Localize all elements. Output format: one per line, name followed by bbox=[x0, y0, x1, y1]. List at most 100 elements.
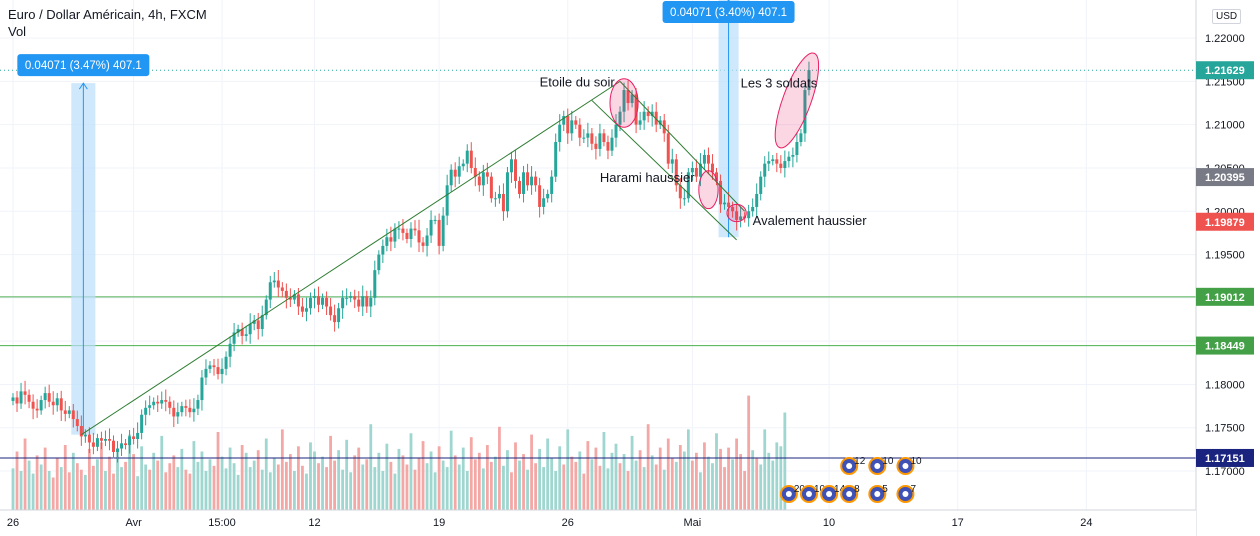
volume-bar bbox=[59, 467, 63, 510]
candle-body bbox=[413, 228, 417, 231]
candle-body bbox=[654, 111, 658, 125]
hline-price-label[interactable]: 1.19012 bbox=[1205, 292, 1245, 304]
candle-body bbox=[276, 280, 280, 288]
candle-body bbox=[168, 401, 172, 408]
candle-body bbox=[501, 193, 505, 212]
volume-bar bbox=[100, 442, 103, 510]
candle-body bbox=[67, 410, 71, 414]
volume-bar bbox=[622, 454, 626, 510]
pattern-ellipse[interactable] bbox=[609, 78, 639, 128]
hline-price-label-bg bbox=[1196, 336, 1254, 355]
volume-bar bbox=[686, 429, 690, 510]
volume-bar bbox=[389, 461, 393, 510]
volume-bar bbox=[538, 448, 542, 510]
candle-body bbox=[682, 198, 686, 200]
volume-bar bbox=[232, 463, 236, 510]
candle-body bbox=[538, 185, 542, 207]
pattern-ellipses[interactable] bbox=[609, 48, 828, 223]
chart-header: Euro / Dollar Américain, 4h, FXCM Vol bbox=[8, 6, 207, 40]
trend-line[interactable] bbox=[619, 81, 746, 212]
candle-body bbox=[630, 94, 634, 104]
candle-body bbox=[248, 323, 252, 335]
volume-bar bbox=[763, 429, 767, 510]
candle-body bbox=[534, 176, 538, 186]
volume-bar bbox=[707, 456, 710, 510]
pattern-ellipse[interactable] bbox=[698, 170, 719, 210]
measure-tools[interactable]: 0.04071 (3.47%) 407.1 0.04071 (3.40%) 407… bbox=[17, 0, 795, 435]
volume-bar bbox=[31, 473, 35, 510]
candle-body bbox=[429, 219, 433, 236]
volume-bar bbox=[345, 439, 349, 510]
volume-bar bbox=[510, 472, 513, 510]
candle-body bbox=[87, 434, 91, 443]
candle-body bbox=[546, 193, 550, 199]
candle-body bbox=[759, 176, 763, 194]
volume-bar bbox=[71, 452, 75, 510]
volume-bar bbox=[39, 464, 43, 510]
event-count: 10 bbox=[814, 484, 826, 495]
pattern-annotations: Etoile du soir Harami haussier Avalement h… bbox=[540, 75, 868, 229]
price-label[interactable]: 1.19879 bbox=[1205, 217, 1245, 229]
volume-bar bbox=[550, 458, 554, 510]
symbol-title[interactable]: Euro / Dollar Américain, 4h, FXCM bbox=[8, 7, 207, 22]
volume-bar bbox=[413, 469, 417, 510]
volume-bar bbox=[449, 430, 453, 510]
volume-bar bbox=[321, 456, 324, 510]
candle-body bbox=[646, 111, 650, 117]
volume-bar bbox=[690, 460, 694, 510]
candle-body bbox=[554, 142, 558, 177]
pattern-ellipse[interactable] bbox=[767, 48, 828, 152]
candle-body bbox=[313, 296, 316, 298]
candle-body bbox=[188, 407, 192, 413]
pattern-ellipse[interactable] bbox=[726, 203, 747, 223]
pattern-label: Les 3 soldats bbox=[741, 75, 818, 90]
event-markers[interactable]: 20 10 14 12 8 10 5 10 7 bbox=[779, 456, 922, 503]
volume-bar bbox=[735, 438, 738, 510]
price-tick-label: 1.21000 bbox=[1205, 120, 1245, 132]
volume-bar bbox=[385, 443, 389, 510]
price-label[interactable]: 1.20395 bbox=[1205, 172, 1245, 184]
trend-line[interactable] bbox=[81, 80, 621, 436]
volume-bar bbox=[767, 452, 771, 510]
volume-bar bbox=[598, 465, 602, 510]
volume-bar bbox=[542, 467, 546, 510]
candle-body bbox=[329, 306, 333, 316]
hline-price-label-bg bbox=[1196, 287, 1254, 306]
currency-badge[interactable]: USD bbox=[1212, 9, 1242, 24]
time-tick-label: 15:00 bbox=[208, 517, 236, 529]
price-label-bg bbox=[1196, 168, 1254, 187]
candle-body bbox=[453, 169, 457, 177]
trend-lines[interactable] bbox=[81, 80, 746, 436]
candle-body bbox=[690, 167, 694, 173]
candle-body bbox=[614, 124, 618, 138]
volume-bar bbox=[578, 451, 582, 510]
candle-body bbox=[103, 438, 107, 441]
time-axis[interactable]: 26 Avr 15:00 12 19 26 Mai 10 17 24 bbox=[0, 509, 1196, 536]
candle-body bbox=[473, 167, 477, 177]
hline-price-label[interactable]: 1.17151 bbox=[1205, 453, 1245, 465]
volume-bar bbox=[337, 450, 341, 510]
volume-bar bbox=[570, 456, 574, 510]
candle-body bbox=[481, 172, 485, 186]
candle-body bbox=[477, 176, 481, 186]
volume-bar bbox=[574, 461, 578, 510]
volume-bar bbox=[293, 471, 296, 510]
hline-price-label[interactable]: 1.18449 bbox=[1205, 341, 1245, 353]
price-label[interactable]: 1.21629 bbox=[1205, 65, 1245, 77]
candle-body bbox=[670, 159, 674, 164]
horizontal-lines[interactable] bbox=[0, 0, 1196, 459]
candle-body bbox=[144, 407, 148, 415]
volume-bar bbox=[654, 464, 658, 510]
volume-bar bbox=[51, 477, 55, 510]
volume-bar bbox=[558, 446, 562, 510]
volume-bar bbox=[429, 451, 433, 510]
volume-bar bbox=[228, 447, 232, 510]
candle-body bbox=[317, 296, 321, 305]
volume-bar bbox=[502, 465, 505, 510]
volume-bar bbox=[703, 442, 706, 510]
candle-body bbox=[308, 297, 312, 309]
measure-label: 0.04071 (3.47%) 407.1 bbox=[25, 60, 142, 72]
price-axis[interactable]: 1.170001.175001.180001.185001.190001.195… bbox=[1195, 0, 1260, 536]
candle-body bbox=[365, 296, 369, 307]
